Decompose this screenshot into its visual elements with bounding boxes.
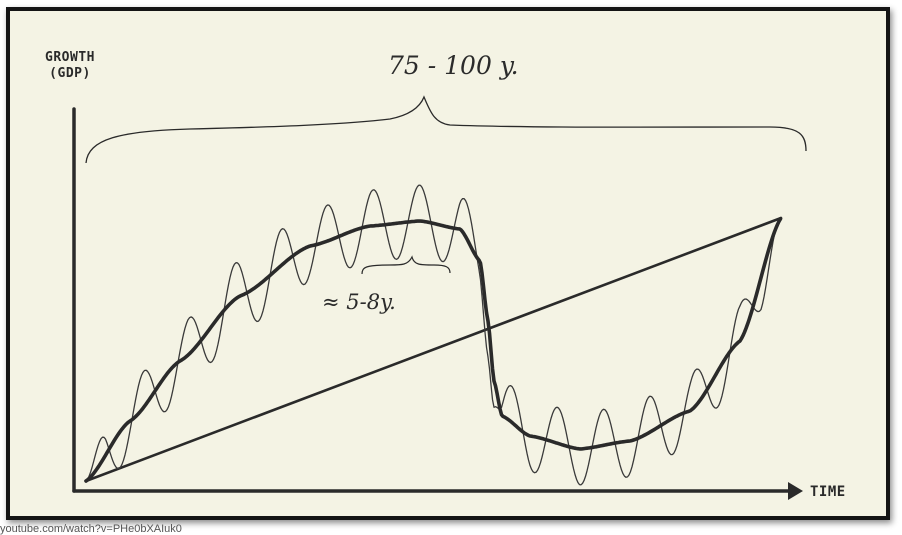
growth-cycles-diagram: GROWTH (GDP) TIME 75 - 100 y. ≈ 5-8y.: [45, 50, 846, 500]
short-cycle-brace: [361, 255, 451, 275]
long-cycle-curve: [84, 217, 783, 483]
whiteboard-frame: GROWTH (GDP) TIME 75 - 100 y. ≈ 5-8y.: [6, 7, 890, 520]
y-axis-label-gdp: (GDP): [49, 66, 91, 81]
short-cycle-wave: [85, 184, 781, 486]
long-cycle-brace: [85, 95, 807, 164]
x-axis-arrowhead: [788, 482, 803, 500]
source-caption: youtube.com/watch?v=PHe0bXAIuk0: [0, 523, 182, 535]
linear-trend-line: [84, 216, 783, 483]
long-cycle-label: 75 - 100 y.: [388, 51, 519, 80]
short-cycle-label: ≈ 5-8y.: [322, 290, 396, 314]
y-axis-label-growth: GROWTH: [45, 50, 95, 65]
x-axis-label-time: TIME: [810, 484, 846, 500]
